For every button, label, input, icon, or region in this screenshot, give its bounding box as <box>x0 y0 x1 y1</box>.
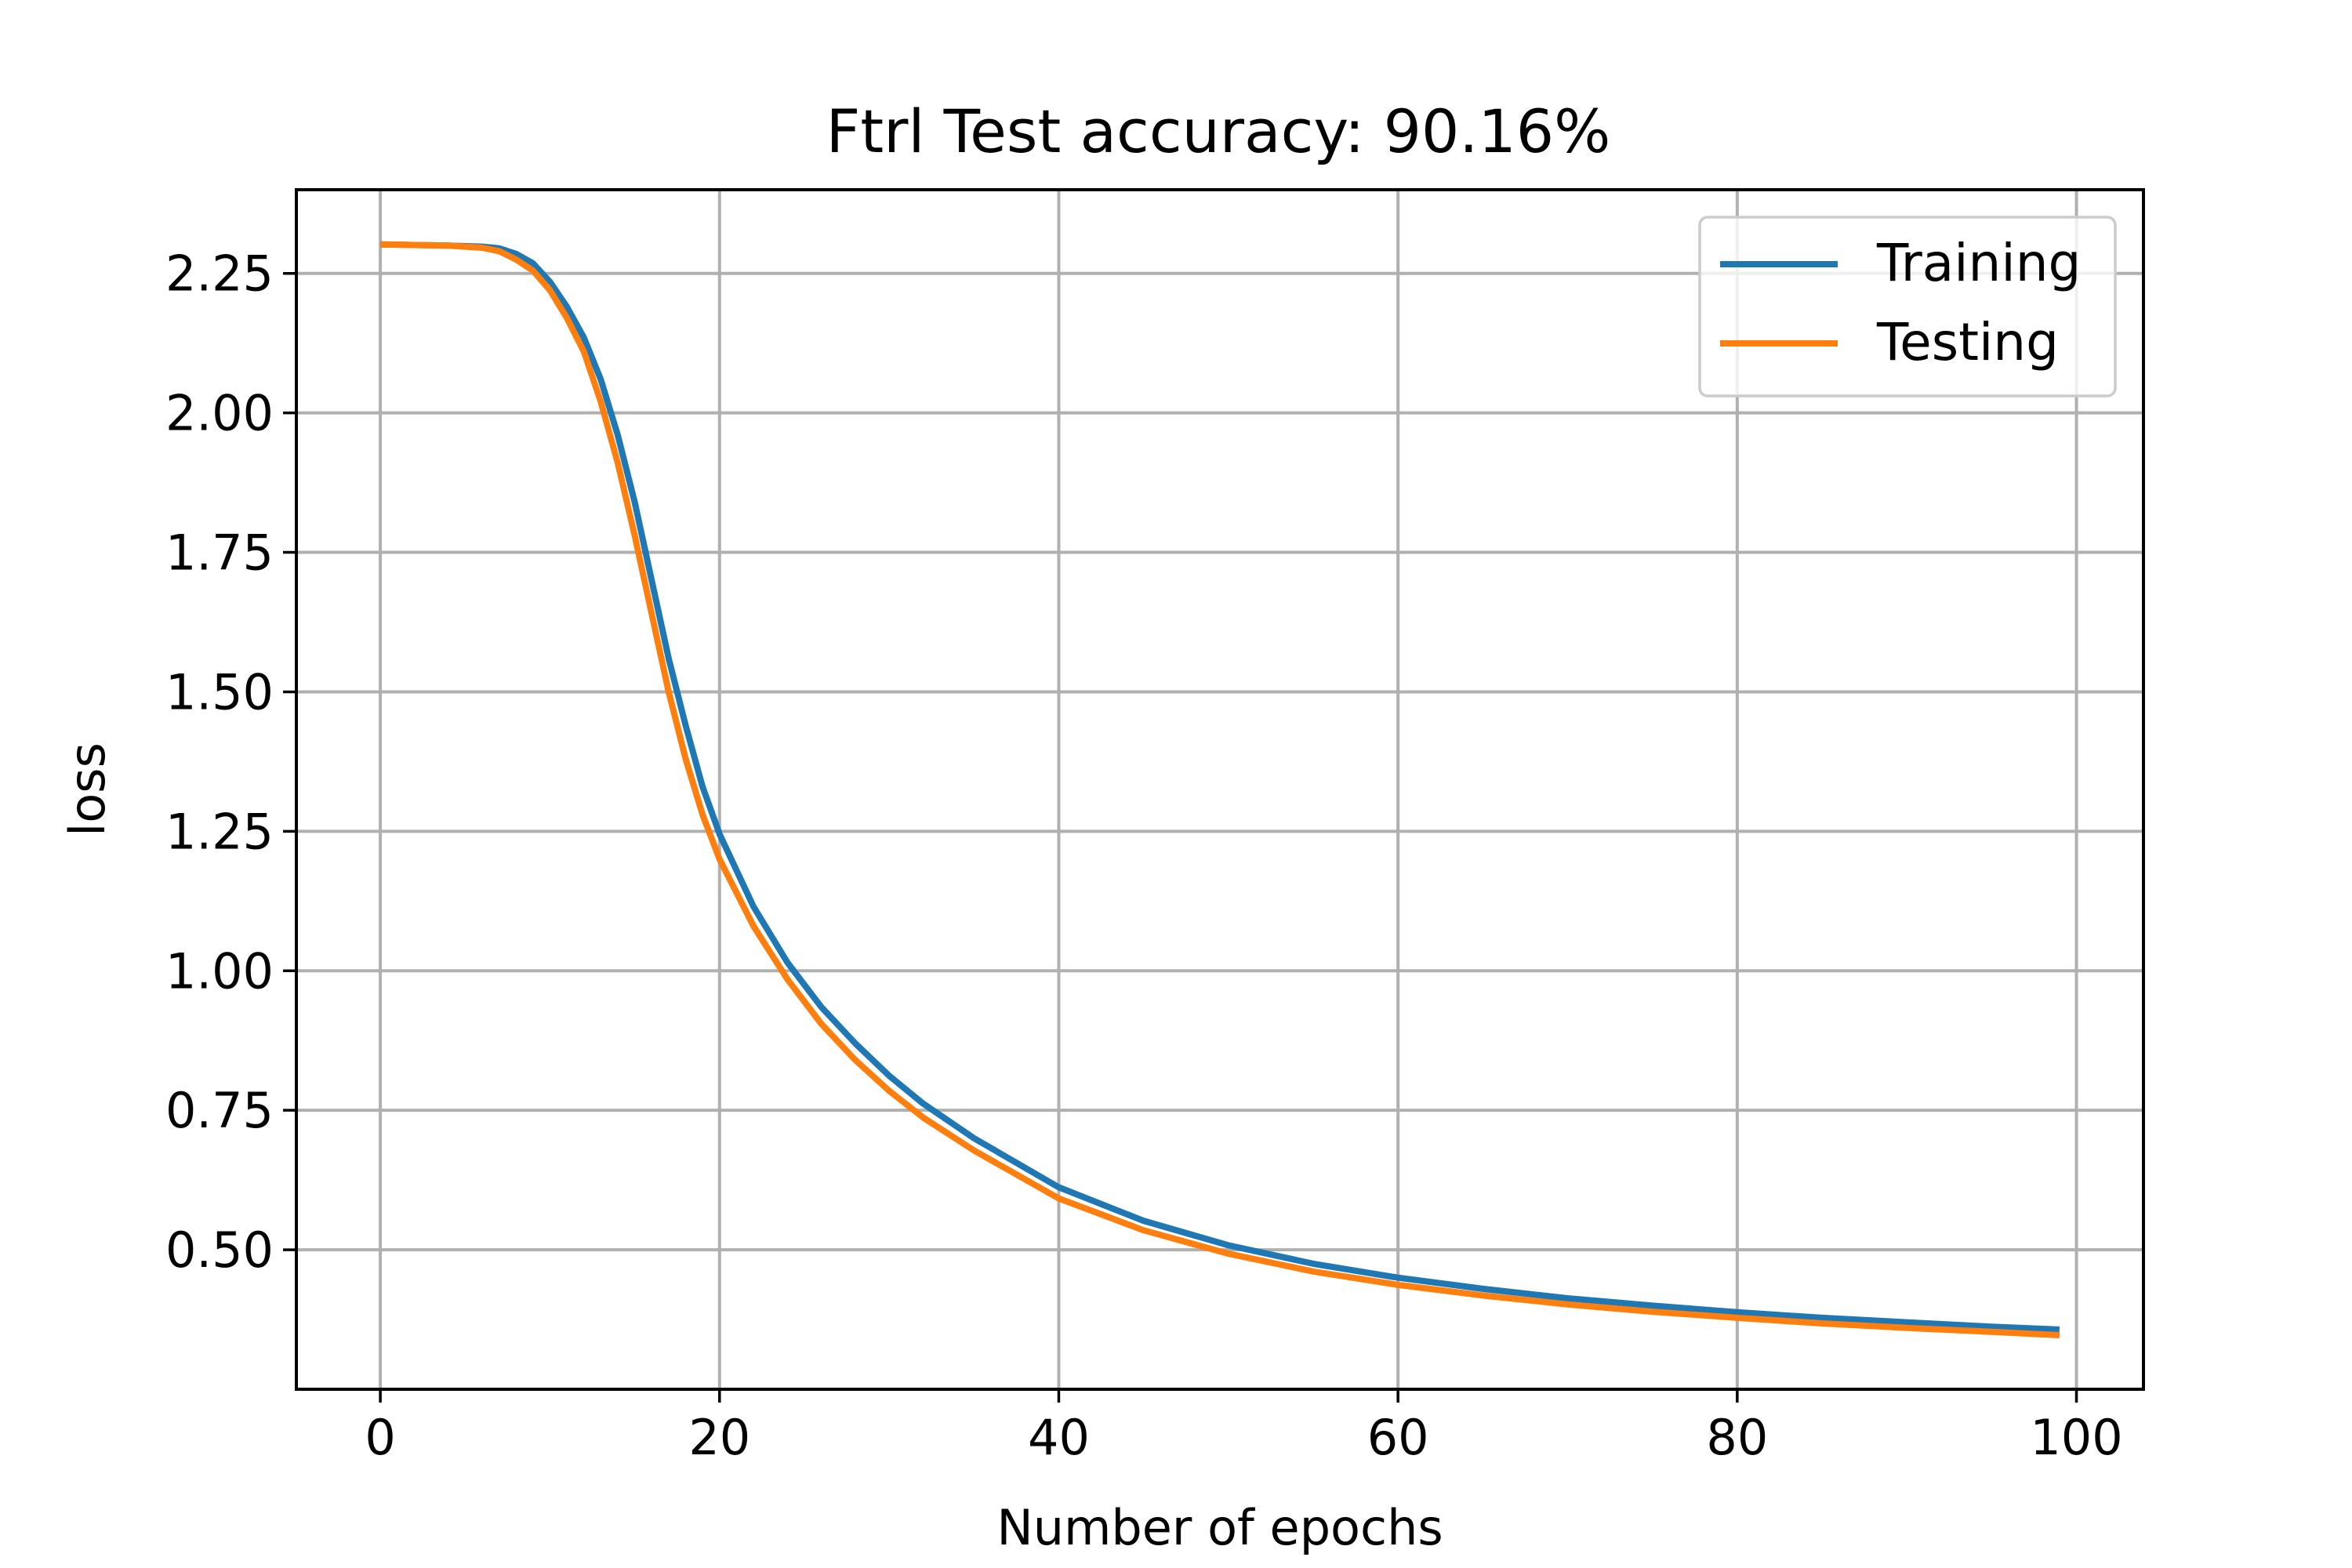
y-tick-label: 1.00 <box>165 942 274 1000</box>
x-tick-label: 60 <box>1367 1409 1429 1466</box>
legend: Training Testing <box>1698 216 2117 397</box>
y-tick-label: 1.25 <box>165 803 274 860</box>
legend-label-testing: Testing <box>1876 312 2059 372</box>
x-tick-label: 40 <box>1028 1409 1090 1466</box>
x-axis-label: Number of epochs <box>996 1499 1443 1556</box>
plot-frame <box>295 188 2145 1391</box>
y-tick-label: 1.75 <box>165 524 274 582</box>
y-tick-label: 1.50 <box>165 663 274 720</box>
x-tick-label: 20 <box>688 1409 750 1466</box>
x-tick-label: 80 <box>1706 1409 1768 1466</box>
series-layer <box>380 241 2060 1338</box>
axis-ticks: 0 20 40 60 80 100 0.50 0.75 1.00 1.25 1.50 1.75 2.00… <box>165 245 2123 1466</box>
series-line-testing <box>380 241 2060 1338</box>
grid <box>296 190 2143 1389</box>
series-line-training <box>380 241 2060 1333</box>
y-axis-label: loss <box>59 742 116 837</box>
chart-title: Ftrl Test accuracy: 90.16% <box>826 96 1611 166</box>
y-tick-label: 0.75 <box>165 1082 274 1139</box>
y-tick-label: 2.25 <box>165 245 274 303</box>
y-tick-label: 0.50 <box>165 1221 274 1279</box>
y-tick-label: 2.00 <box>165 385 274 442</box>
x-tick-label: 0 <box>365 1409 395 1466</box>
legend-label-training: Training <box>1876 233 2081 293</box>
x-tick-label: 100 <box>2030 1409 2122 1466</box>
